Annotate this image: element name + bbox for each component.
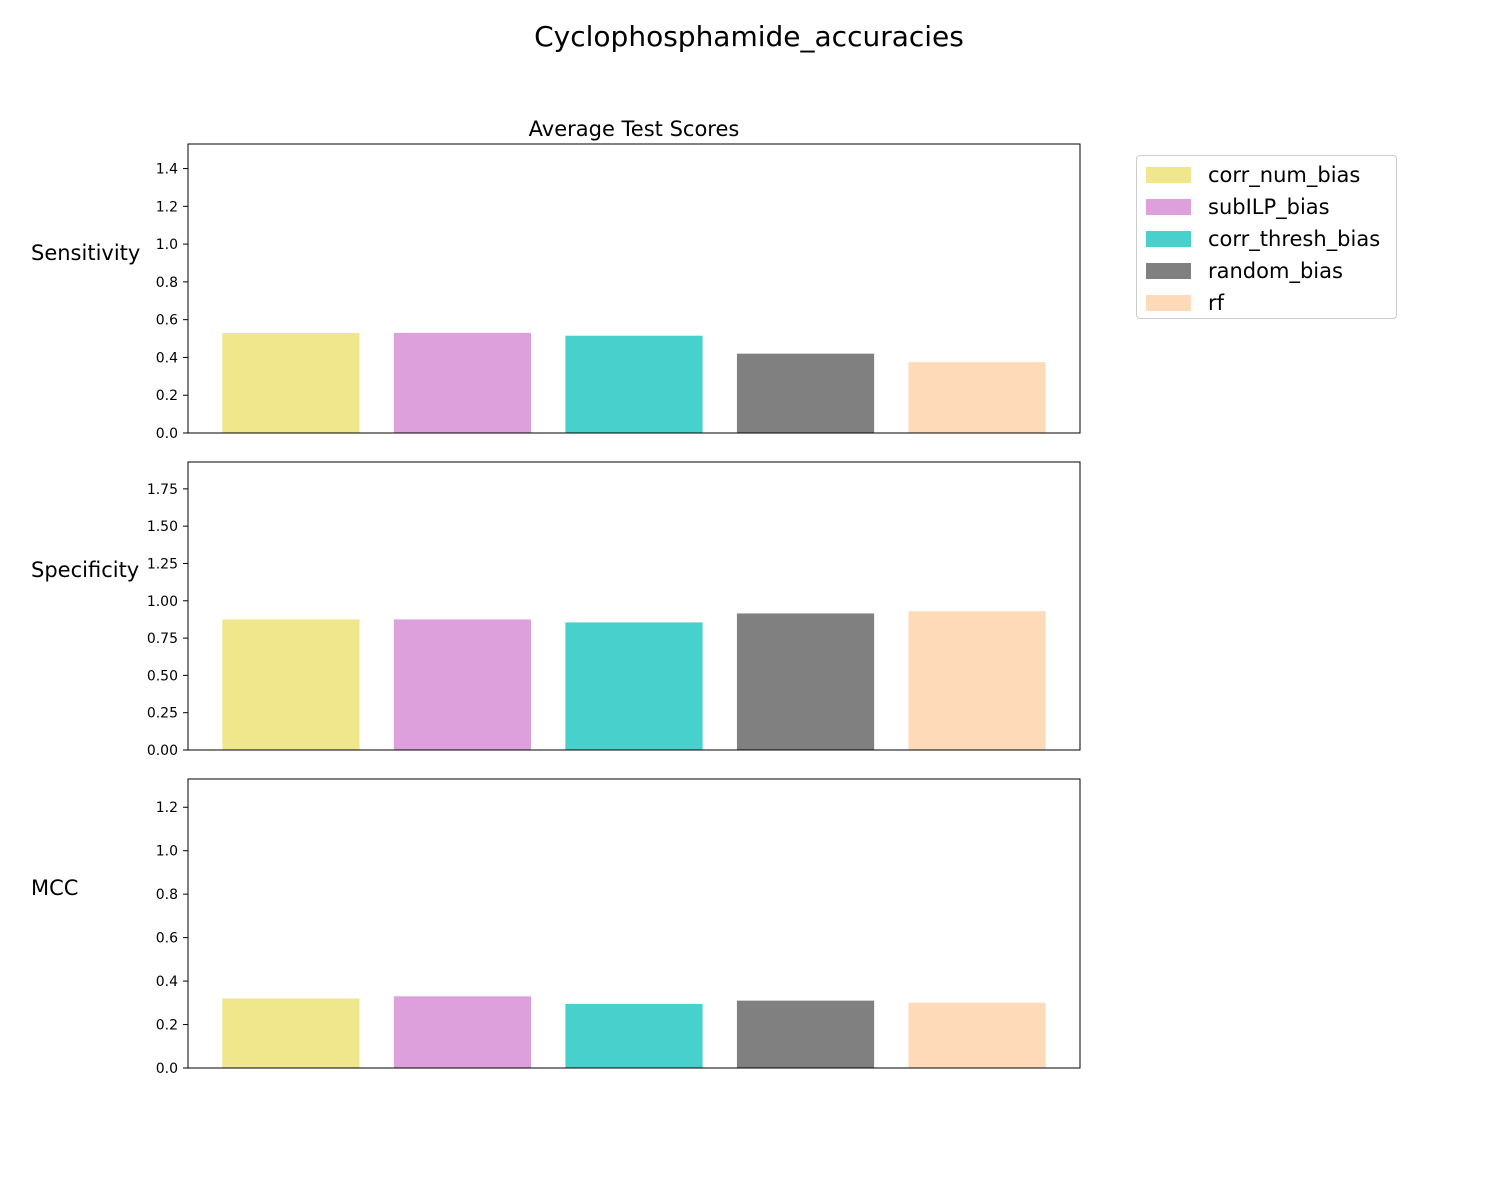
sensitivity-ytick-label: 1.4 <box>156 162 178 178</box>
mcc-ytick-label: 0.6 <box>156 931 178 947</box>
legend-swatch-rf <box>1146 295 1191 311</box>
specificity-bar-subilp-bias <box>393 619 532 750</box>
legend-swatch-corr-num-bias <box>1146 167 1191 183</box>
mcc-bar-corr-thresh-bias <box>565 1003 703 1068</box>
specificity-bar-corr-num-bias <box>222 619 360 750</box>
specificity-ytick-label: 0.25 <box>147 706 178 722</box>
sensitivity-ytick-label: 0.2 <box>156 388 178 404</box>
panel-sensitivity-plot: 0.0 0.2 0.4 0.6 0.8 1.0 1.2 1.4 <box>156 143 1081 442</box>
mcc-bar-subilp-bias <box>393 996 532 1068</box>
figure-title: Cyclophosphamide_accuracies <box>534 20 964 53</box>
sensitivity-ytick-label: 0.4 <box>156 350 178 366</box>
panel-mcc: MCC 0.0 0.2 0.4 0.6 0.8 1.0 1.2 <box>31 778 1081 1077</box>
panel-sensitivity-ylabel: Sensitivity <box>31 241 140 265</box>
panel-mcc-plot: 0.0 0.2 0.4 0.6 0.8 1.0 1.2 <box>156 778 1081 1077</box>
legend-item-random-bias: random_bias <box>1137 256 1396 288</box>
specificity-ytick-label: 0.00 <box>147 743 178 759</box>
mcc-bar-rf <box>908 1002 1046 1068</box>
mcc-bar-random-bias <box>736 1000 875 1068</box>
sensitivity-bar-corr-thresh-bias <box>565 335 703 433</box>
legend-label-corr-num-bias: corr_num_bias <box>1208 163 1361 187</box>
legend-label-corr-thresh-bias: corr_thresh_bias <box>1208 227 1381 251</box>
specificity-ytick-label: 1.00 <box>147 594 178 610</box>
sensitivity-ytick-label: 0.6 <box>156 313 178 329</box>
sensitivity-bar-rf <box>908 362 1046 433</box>
mcc-axes-frame <box>187 778 1081 1069</box>
legend-item-corr-num-bias: corr_num_bias <box>1137 160 1396 192</box>
mcc-bar-corr-num-bias <box>222 998 360 1068</box>
legend: corr_num_bias subILP_bias corr_thresh_bi… <box>1136 155 1397 319</box>
legend-swatch-subilp-bias <box>1146 199 1191 215</box>
specificity-ytick-label: 1.50 <box>147 519 178 535</box>
specificity-bar-rf <box>908 611 1046 750</box>
panel-sensitivity: Sensitivity 0.0 0.2 0.4 0.6 0.8 1.0 1.2 1.4 <box>31 143 1081 442</box>
mcc-ytick-label: 0.0 <box>156 1061 178 1077</box>
specificity-ytick-label: 0.75 <box>147 631 178 647</box>
specificity-ytick-label: 0.50 <box>147 668 178 684</box>
sensitivity-axes-frame <box>187 143 1081 434</box>
sensitivity-ytick-label: 0.8 <box>156 275 178 291</box>
panel-specificity-ylabel: Specificity <box>31 558 139 582</box>
panel-specificity-plot: 0.00 0.25 0.50 0.75 1.00 1.25 1.50 1.75 <box>147 461 1081 759</box>
legend-item-rf: rf <box>1137 288 1396 320</box>
legend-item-corr-thresh-bias: corr_thresh_bias <box>1137 224 1396 256</box>
mcc-ytick-label: 1.0 <box>156 844 178 860</box>
specificity-ytick-label: 1.25 <box>147 556 178 572</box>
specificity-bar-random-bias <box>736 613 875 750</box>
sensitivity-bar-subilp-bias <box>393 332 532 433</box>
legend-label-random-bias: random_bias <box>1208 259 1343 283</box>
mcc-ytick-label: 0.8 <box>156 887 178 903</box>
sensitivity-ytick-label: 1.0 <box>156 237 178 253</box>
sensitivity-ytick-label: 1.2 <box>156 199 178 215</box>
mcc-ytick-label: 0.4 <box>156 974 178 990</box>
specificity-axes-frame <box>187 461 1081 751</box>
legend-swatch-corr-thresh-bias <box>1146 231 1191 247</box>
specificity-ytick-label: 1.75 <box>147 482 178 498</box>
mcc-ytick-label: 0.2 <box>156 1018 178 1034</box>
mcc-ytick-label: 1.2 <box>156 800 178 816</box>
legend-label-rf: rf <box>1208 291 1225 315</box>
sensitivity-bar-corr-num-bias <box>222 332 360 433</box>
legend-item-subilp-bias: subILP_bias <box>1137 192 1396 224</box>
panel-specificity: Specificity 0.00 0.25 0.50 0.75 1.00 1.25 1.50… <box>31 461 1081 759</box>
legend-swatch-random-bias <box>1146 263 1191 279</box>
sensitivity-bar-random-bias <box>736 353 875 433</box>
legend-label-subilp-bias: subILP_bias <box>1208 195 1330 219</box>
panel-mcc-ylabel: MCC <box>31 876 78 900</box>
subplot-title: Average Test Scores <box>529 117 740 141</box>
sensitivity-ytick-label: 0.0 <box>156 426 178 442</box>
specificity-bar-corr-thresh-bias <box>565 622 703 750</box>
